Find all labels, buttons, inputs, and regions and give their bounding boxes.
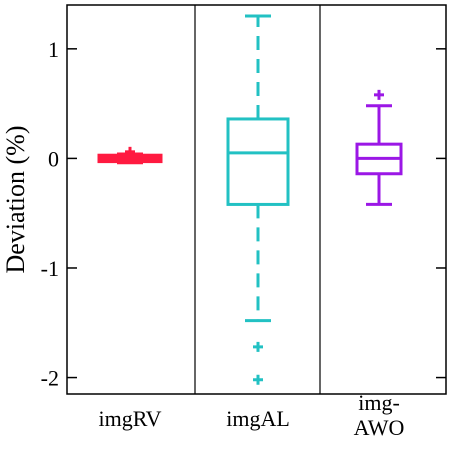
panel-dividers xyxy=(194,5,321,394)
category-label: AWO xyxy=(354,415,405,440)
category-label: img- xyxy=(358,390,400,415)
y-tick-label: 0 xyxy=(48,146,59,171)
plot-frame xyxy=(66,4,447,395)
y-axis: 1 0 -1 -2 xyxy=(41,37,446,391)
box-imgRV xyxy=(97,146,163,165)
x-axis-categories: imgRV imgAL img-AWO xyxy=(98,390,404,440)
iqr-box xyxy=(226,117,290,206)
y-tick-label: 1 xyxy=(48,37,59,62)
y-tick-label: -2 xyxy=(41,366,59,391)
y-axis-title: Deviation (%) xyxy=(1,125,30,273)
box-imgAL xyxy=(226,14,290,385)
category-label: imgRV xyxy=(98,406,161,431)
boxes xyxy=(97,14,403,385)
category-label: imgAL xyxy=(226,406,290,431)
box-img-AWO xyxy=(355,89,403,206)
y-tick-label: -1 xyxy=(41,256,59,281)
